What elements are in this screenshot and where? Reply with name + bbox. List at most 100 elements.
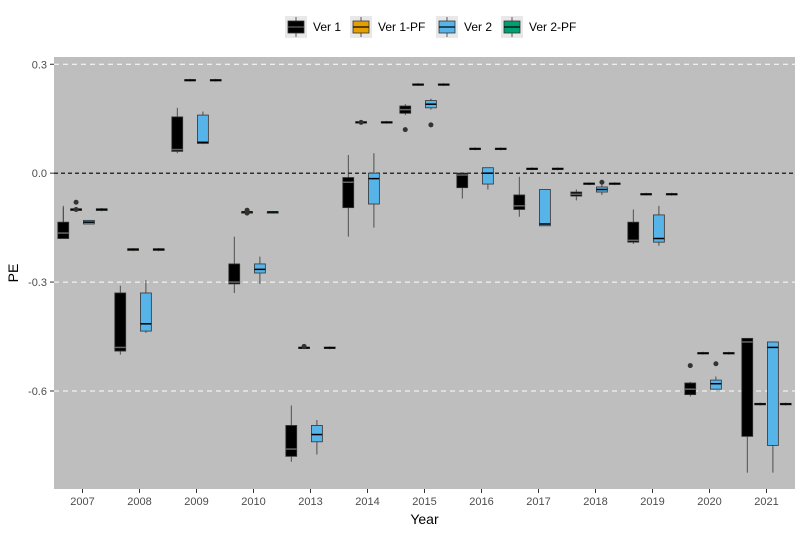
grid-layer <box>54 63 795 392</box>
x-tick-label: 2021 <box>754 496 778 508</box>
box-2021-ver-1-pf <box>754 402 766 406</box>
box-body <box>57 221 70 239</box>
box-2015-ver-2 <box>425 98 437 128</box>
box-2019-ver-2-pf <box>665 192 678 196</box>
y-axis-title: PE <box>5 264 21 283</box>
y-axis: 0.3 0.0 -0.3 -0.6 <box>28 59 54 398</box>
box-2010-ver-1-pf <box>241 207 253 216</box>
box-body <box>627 221 640 243</box>
box-2021-ver-2-pf <box>779 402 792 406</box>
outlier-point <box>402 127 408 133</box>
x-tick-label: 2015 <box>412 496 436 508</box>
box-body <box>653 214 665 243</box>
x-tick-label: 2010 <box>241 496 265 508</box>
plot-panel <box>54 57 795 489</box>
outlier-point <box>687 363 693 369</box>
legend-label: Ver 1 <box>313 20 341 34</box>
box-body <box>342 177 355 209</box>
x-axis: 2007 2008 2009 2010 2013 2014 2015 2016 2017 2018… <box>70 489 779 508</box>
box-body <box>482 167 494 185</box>
box-2021-ver-2 <box>767 341 779 473</box>
box-2019-ver-1 <box>627 209 640 244</box>
box-2015-ver-1 <box>399 104 412 133</box>
box-2007-ver-2-pf <box>95 208 108 212</box>
box-2010-ver-2 <box>254 256 266 284</box>
legend-label: Ver 2 <box>464 20 492 34</box>
box-2018-ver-1 <box>570 189 583 201</box>
legend-label: Ver 2-PF <box>529 20 576 34</box>
y-tick-label: -0.6 <box>28 386 47 398</box>
box-body <box>254 263 266 274</box>
box-2008-ver-1 <box>114 285 127 355</box>
box-2014-ver-1 <box>342 155 355 237</box>
outlier-point <box>73 206 79 212</box>
box-layer <box>57 78 792 473</box>
box-body <box>456 172 469 189</box>
legend-label: Ver 1-PF <box>378 20 425 34</box>
x-tick-label: 2016 <box>469 496 493 508</box>
x-tick-label: 2009 <box>184 496 208 508</box>
box-body <box>311 425 323 443</box>
box-2013-ver-2 <box>311 420 323 455</box>
box-2015-ver-2-pf <box>437 83 450 87</box>
box-2016-ver-1-pf <box>469 147 481 151</box>
box-2007-ver-1-pf <box>70 199 82 212</box>
legend-item-ver-1: Ver 1 <box>285 16 341 38</box>
box-body <box>171 116 184 152</box>
box-body <box>710 379 722 390</box>
outlier-point <box>713 361 719 367</box>
outlier-point <box>301 343 307 349</box>
box-2017-ver-2 <box>539 189 551 227</box>
box-body <box>368 172 380 205</box>
box-2018-ver-2 <box>596 179 608 195</box>
box-body <box>140 292 152 332</box>
x-axis-title: Year <box>410 511 439 527</box>
box-2010-ver-2-pf <box>266 211 279 214</box>
legend: Ver 1 Ver 1-PF Ver 2 Ver 2-PF <box>285 16 576 38</box>
legend-item-ver-1-pf: Ver 1-PF <box>350 16 425 38</box>
x-tick-label: 2014 <box>355 496 379 508</box>
box-body <box>539 189 551 227</box>
outlier-point <box>358 119 364 125</box>
box-2007-ver-1 <box>57 205 70 239</box>
box-2007-ver-2 <box>83 219 95 225</box>
box-2018-ver-2-pf <box>608 182 621 186</box>
box-2013-ver-2-pf <box>323 346 336 350</box>
outlier-point <box>244 210 250 216</box>
box-2020-ver-1 <box>684 363 697 397</box>
box-2014-ver-2-pf <box>380 120 393 124</box>
box-2017-ver-1 <box>513 176 526 217</box>
box-body <box>741 337 754 437</box>
y-tick-label: 0.3 <box>32 59 47 71</box>
x-tick-label: 2019 <box>640 496 664 508</box>
x-tick-label: 2018 <box>583 496 607 508</box>
legend-item-ver-2: Ver 2 <box>436 16 492 38</box>
box-body <box>285 425 298 457</box>
box-2014-ver-2 <box>368 153 380 228</box>
box-body <box>197 114 209 144</box>
box-2017-ver-1-pf <box>526 167 538 171</box>
box-2015-ver-1-pf <box>412 83 424 87</box>
x-tick-label: 2020 <box>697 496 721 508</box>
x-tick-label: 2008 <box>127 496 151 508</box>
box-2020-ver-2-pf <box>722 351 735 355</box>
x-tick-label: 2007 <box>70 496 94 508</box>
box-2014-ver-1-pf <box>355 119 367 125</box>
box-body <box>228 263 241 285</box>
box-2008-ver-2 <box>140 280 152 333</box>
x-tick-label: 2017 <box>526 496 550 508</box>
box-2018-ver-1-pf <box>583 182 595 186</box>
x-tick-label: 2013 <box>298 496 322 508</box>
box-2020-ver-1-pf <box>697 351 709 355</box>
y-tick-label: -0.3 <box>28 277 47 289</box>
y-tick-label: 0.0 <box>32 168 47 180</box>
box-2019-ver-2 <box>653 205 665 246</box>
box-2013-ver-1 <box>285 405 298 462</box>
box-2008-ver-1-pf <box>127 247 139 252</box>
outlier-point <box>599 179 605 185</box>
box-2010-ver-1 <box>228 236 241 293</box>
box-body <box>114 292 127 352</box>
box-2009-ver-2-pf <box>209 78 222 82</box>
box-body <box>767 341 779 446</box>
